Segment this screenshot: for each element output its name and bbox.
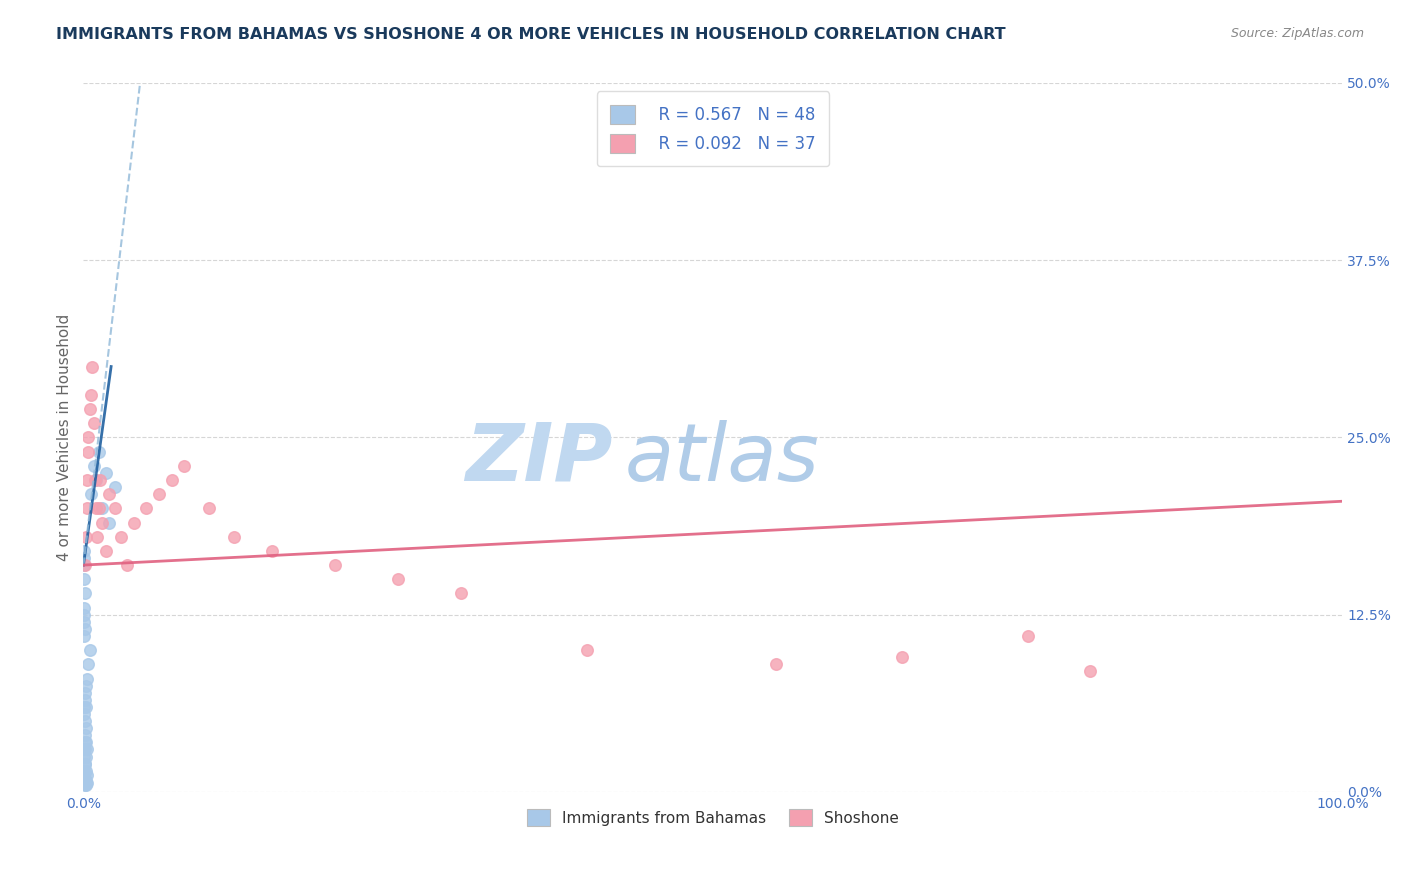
- Point: [104, 480, 127, 494]
- Point: [73, 629, 96, 643]
- Point: [77, 444, 100, 458]
- Point: [75, 714, 97, 728]
- Point: [135, 501, 157, 516]
- Point: [75, 530, 97, 544]
- Point: [117, 558, 139, 572]
- Point: [224, 530, 246, 544]
- Point: [75, 749, 97, 764]
- Point: [1017, 629, 1039, 643]
- Point: [75, 771, 97, 785]
- Point: [1080, 665, 1102, 679]
- Point: [84, 473, 107, 487]
- Point: [73, 607, 96, 622]
- Point: [765, 657, 787, 672]
- Point: [575, 643, 598, 657]
- Point: [73, 586, 96, 600]
- Point: [75, 778, 97, 792]
- Point: [76, 501, 98, 516]
- Point: [73, 742, 96, 756]
- Point: [83, 458, 105, 473]
- Point: [387, 572, 409, 586]
- Point: [82, 359, 104, 374]
- Point: [83, 473, 105, 487]
- Point: [75, 773, 97, 788]
- Point: [450, 586, 472, 600]
- Point: [75, 679, 97, 693]
- Point: [87, 444, 110, 458]
- Point: [122, 516, 145, 530]
- Point: [73, 778, 96, 792]
- Point: [73, 771, 96, 785]
- Point: [148, 487, 170, 501]
- Point: [198, 501, 221, 516]
- Point: [97, 487, 120, 501]
- Point: [86, 530, 108, 544]
- Point: [73, 706, 96, 721]
- Text: Source: ZipAtlas.com: Source: ZipAtlas.com: [1230, 27, 1364, 40]
- Point: [79, 402, 101, 417]
- Point: [76, 430, 98, 444]
- Point: [73, 600, 96, 615]
- Point: [83, 417, 105, 431]
- Point: [84, 501, 107, 516]
- Point: [87, 501, 110, 516]
- Point: [75, 558, 97, 572]
- Point: [75, 735, 97, 749]
- Point: [76, 776, 98, 790]
- Point: [73, 615, 96, 629]
- Point: [76, 672, 98, 686]
- Point: [76, 473, 98, 487]
- Point: [91, 501, 114, 516]
- Point: [73, 551, 96, 566]
- Point: [73, 764, 96, 778]
- Point: [80, 388, 103, 402]
- Text: IMMIGRANTS FROM BAHAMAS VS SHOSHONE 4 OR MORE VEHICLES IN HOUSEHOLD CORRELATION : IMMIGRANTS FROM BAHAMAS VS SHOSHONE 4 OR…: [56, 27, 1005, 42]
- Text: atlas: atlas: [624, 420, 820, 498]
- Point: [75, 699, 97, 714]
- Point: [75, 742, 97, 756]
- Point: [73, 572, 96, 586]
- Point: [110, 530, 132, 544]
- Point: [76, 742, 98, 756]
- Point: [77, 657, 100, 672]
- Point: [79, 643, 101, 657]
- Point: [323, 558, 346, 572]
- Point: [91, 516, 114, 530]
- Point: [89, 473, 111, 487]
- Point: [73, 756, 96, 771]
- Point: [104, 501, 127, 516]
- Legend: Immigrants from Bahamas, Shoshone: Immigrants from Bahamas, Shoshone: [519, 801, 907, 834]
- Point: [73, 686, 96, 700]
- Point: [890, 650, 912, 665]
- Point: [173, 458, 195, 473]
- Point: [73, 558, 96, 572]
- Point: [73, 749, 96, 764]
- Point: [94, 544, 117, 558]
- Text: ZIP: ZIP: [465, 420, 612, 498]
- Point: [76, 768, 98, 782]
- Point: [160, 473, 183, 487]
- Point: [97, 516, 120, 530]
- Point: [262, 544, 284, 558]
- Point: [73, 693, 96, 707]
- Point: [75, 728, 97, 742]
- Point: [75, 721, 97, 735]
- Point: [80, 487, 103, 501]
- Y-axis label: 4 or more Vehicles in Household: 4 or more Vehicles in Household: [58, 314, 72, 561]
- Point: [73, 622, 96, 636]
- Point: [94, 466, 117, 480]
- Point: [73, 544, 96, 558]
- Point: [75, 764, 97, 778]
- Point: [73, 699, 96, 714]
- Point: [73, 756, 96, 771]
- Point: [73, 735, 96, 749]
